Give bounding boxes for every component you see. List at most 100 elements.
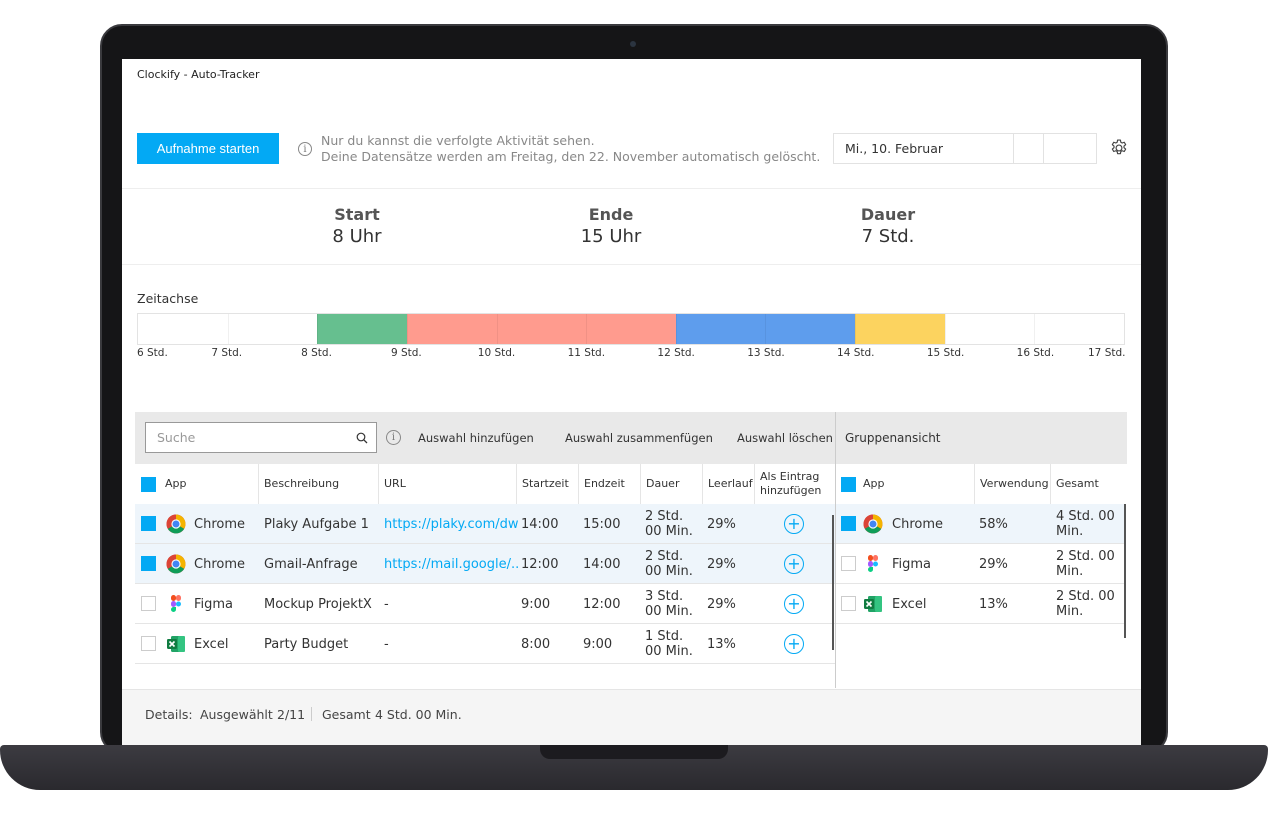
table-row[interactable]: Excel Party Budget - 8:00 9:00 1 Std. 00 Min.…	[135, 624, 835, 664]
gear-icon[interactable]	[1109, 138, 1129, 158]
excel-icon	[166, 634, 186, 654]
date-value[interactable]: Mi., 10. Februar	[834, 134, 1014, 163]
row-checkbox[interactable]	[841, 596, 856, 611]
plus-circle-icon[interactable]: +	[784, 594, 804, 614]
start-time: 14:00	[521, 516, 559, 532]
group-row[interactable]: Figma 29% 2 Std. 00 Min.	[836, 544, 1124, 584]
group-col-total[interactable]: Gesamt	[1050, 464, 1127, 504]
timeline-segment[interactable]	[855, 314, 945, 344]
timeline-tick-label: 15 Std.	[926, 347, 965, 359]
add-entry-cell: +	[784, 584, 804, 624]
row-checkbox[interactable]	[141, 556, 156, 571]
activity-scrollbar[interactable]	[832, 515, 834, 650]
total-value: 4 Std. 00 Min.	[375, 707, 462, 722]
timeline-tick-label: 14 Std.	[837, 347, 875, 359]
timeline-tick-label: 7 Std.	[211, 347, 243, 359]
start-label: Start	[334, 205, 380, 224]
description: Plaky Aufgabe 1	[264, 516, 369, 532]
timeline-bar[interactable]	[137, 313, 1125, 345]
col-idle[interactable]: Leerlauf	[702, 464, 754, 504]
url[interactable]: https://mail.google/..	[384, 556, 518, 572]
search-placeholder: Suche	[157, 430, 196, 445]
start-time: 12:00	[521, 556, 559, 572]
timeline-segment[interactable]	[317, 314, 407, 344]
row-checkbox[interactable]	[841, 556, 856, 571]
app-window: Clockify - Auto-Tracker Aufnahme starten…	[122, 59, 1141, 745]
merge-selection-button[interactable]: Auswahl zusammenfügen	[565, 431, 713, 445]
duration-label: Dauer	[860, 205, 916, 224]
timeline-gridline	[1034, 314, 1036, 344]
timeline-tick-label: 9 Std.	[390, 347, 422, 359]
divider	[122, 264, 1141, 265]
privacy-notice: Nur du kannst die verfolgte Aktivität se…	[321, 133, 820, 165]
timeline-gridline	[855, 314, 857, 344]
total-label: Gesamt	[322, 707, 371, 722]
toolbar: Suche i Auswahl hinzufügen Auswahl zusam…	[135, 412, 1127, 464]
group-table-header: App Verwendung Gesamt	[836, 464, 1127, 504]
timeline-gridline	[317, 314, 319, 344]
group-select-all-checkbox[interactable]	[841, 477, 856, 492]
usage: 58%	[979, 516, 1008, 532]
group-row[interactable]: Chrome 58% 4 Std. 00 Min.	[836, 504, 1124, 544]
idle: 29%	[707, 516, 736, 532]
group-col-app[interactable]: App	[863, 477, 885, 490]
divider	[122, 188, 1141, 189]
col-duration[interactable]: Dauer	[640, 464, 702, 504]
duration: 2 Std. 00 Min.	[645, 549, 693, 579]
add-selection-button[interactable]: Auswahl hinzufügen	[418, 431, 534, 445]
prev-day-button[interactable]	[1014, 134, 1044, 163]
col-description[interactable]: Beschreibung	[258, 464, 378, 504]
timeline-gridline	[675, 314, 677, 344]
col-start[interactable]: Startzeit	[516, 464, 578, 504]
start-time: 8:00	[521, 636, 551, 652]
col-end[interactable]: Endzeit	[578, 464, 640, 504]
activity-table-header: App Beschreibung URL Startzeit Endzeit D…	[135, 464, 835, 504]
start-value: 8 Uhr	[332, 226, 382, 247]
timeline-tick-label: 6 Std.	[137, 347, 168, 359]
app-name: Chrome	[892, 516, 943, 532]
footer-details: Details: Ausgewählt 2/11 Gesamt 4 Std. 0…	[122, 689, 1141, 745]
delete-selection-button[interactable]: Auswahl löschen	[737, 431, 833, 445]
app-name: Figma	[194, 596, 234, 612]
start-recording-button[interactable]: Aufnahme starten	[137, 133, 279, 164]
timeline-tick-label: 16 Std.	[1016, 347, 1055, 359]
next-day-button[interactable]	[1044, 134, 1074, 163]
group-view-title: Gruppenansicht	[845, 431, 941, 445]
search-input[interactable]: Suche	[145, 422, 377, 453]
selected-label: Ausgewählt	[200, 707, 273, 722]
table-row[interactable]: Figma Mockup ProjektX - 9:00 12:00 3 Std. 00 …	[135, 584, 835, 624]
timeline-gridline	[765, 314, 767, 344]
col-add-entry: Als Eintrag hinzufügen	[754, 464, 829, 504]
group-row[interactable]: Excel 13% 2 Std. 00 Min.	[836, 584, 1124, 624]
info-icon[interactable]: i	[298, 142, 312, 156]
url[interactable]: https://plaky.com/dw	[384, 516, 518, 532]
add-entry-cell: +	[784, 544, 804, 584]
select-all-checkbox[interactable]	[141, 477, 156, 492]
table-row[interactable]: Chrome Gmail-Anfrage https://mail.google/.…	[135, 544, 835, 584]
row-checkbox[interactable]	[141, 516, 156, 531]
plus-circle-icon[interactable]: +	[784, 634, 804, 654]
plus-circle-icon[interactable]: +	[784, 554, 804, 574]
date-picker[interactable]: Mi., 10. Februar	[833, 133, 1097, 164]
row-checkbox[interactable]	[841, 516, 856, 531]
chrome-icon	[166, 554, 186, 574]
row-checkbox[interactable]	[141, 636, 156, 651]
group-col-usage[interactable]: Verwendung	[974, 464, 1050, 504]
selected-value: 2/11	[277, 707, 306, 722]
info-icon[interactable]: i	[386, 430, 401, 445]
col-app[interactable]: App	[165, 477, 187, 490]
timeline-segment[interactable]	[406, 314, 676, 344]
app-name: Excel	[194, 636, 229, 652]
col-url[interactable]: URL	[378, 464, 516, 504]
timeline-segment[interactable]	[675, 314, 856, 344]
row-checkbox[interactable]	[141, 596, 156, 611]
description: Mockup ProjektX	[264, 596, 372, 612]
description: Gmail-Anfrage	[264, 556, 358, 572]
plus-circle-icon[interactable]: +	[784, 514, 804, 534]
search-icon[interactable]	[356, 432, 368, 444]
camera	[630, 41, 636, 47]
chrome-icon	[863, 514, 883, 534]
group-scrollbar[interactable]	[1124, 504, 1126, 638]
description: Party Budget	[264, 636, 349, 652]
table-row[interactable]: Chrome Plaky Aufgabe 1 https://plaky.com/d…	[135, 504, 835, 544]
